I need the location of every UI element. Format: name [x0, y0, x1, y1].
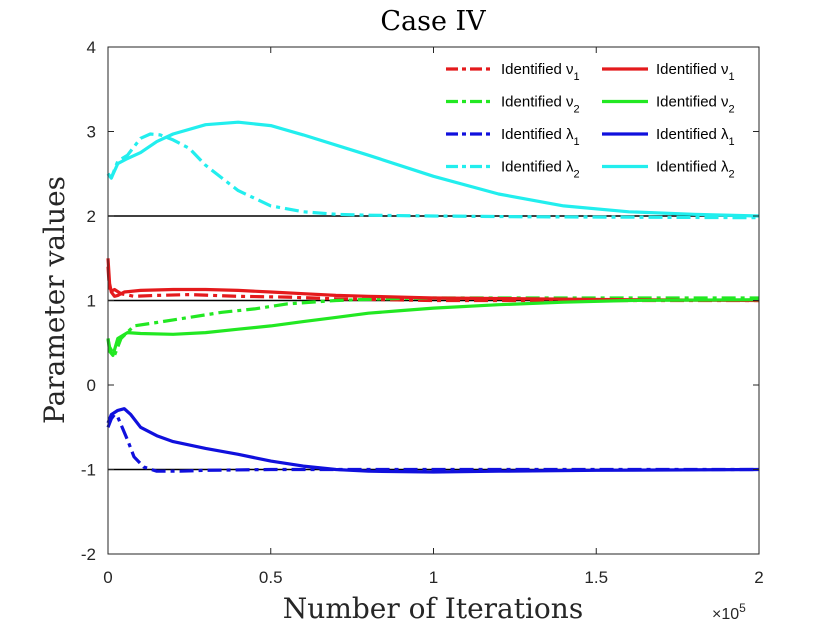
series-line	[106, 298, 760, 357]
series-line	[106, 266, 759, 303]
legend-label: Identified ν1	[501, 61, 580, 83]
y-tick-label: 1	[87, 292, 96, 311]
legend-label: Identified λ2	[501, 159, 580, 181]
y-tick-label: 3	[87, 123, 96, 142]
legend-label: Identified λ2	[656, 159, 735, 181]
x-axis-multiplier: ×105	[712, 601, 746, 623]
x-tick-label: 1	[429, 568, 438, 587]
legend-label: Identified λ1	[501, 126, 580, 148]
series-line	[106, 120, 760, 218]
y-tick-label: -1	[81, 461, 96, 480]
x-tick-label: 0	[103, 568, 112, 587]
series-line	[106, 132, 760, 220]
x-tick-label: 1.5	[584, 568, 608, 587]
x-tick-label: 2	[754, 568, 763, 587]
y-tick-label: 4	[87, 38, 96, 57]
series-group	[106, 120, 760, 474]
y-tick-label: 0	[87, 376, 96, 395]
legend-label: Identified ν2	[501, 94, 580, 116]
series-line	[106, 258, 760, 303]
legend-label: Identified ν1	[656, 61, 735, 83]
x-axis-label: Number of Iterations	[283, 592, 583, 625]
series-line	[106, 407, 760, 474]
legend-label: Identified ν2	[656, 94, 735, 116]
series-line	[106, 413, 759, 473]
axes: 0 0.5 1 1.5 2 -2 -1 0 1 2 3 4	[81, 38, 764, 587]
y-tick-label: -2	[81, 545, 96, 564]
chart-title: Case IV	[380, 6, 486, 37]
reference-lines	[108, 215, 759, 471]
y-tick-label: 2	[87, 207, 96, 226]
legend-label: Identified λ1	[656, 126, 735, 148]
legend: Identified ν1 Identified ν2 Identified λ1 I…	[446, 61, 735, 181]
x-tick-label: 0.5	[259, 568, 283, 587]
y-axis-label: Parameter values	[38, 176, 71, 424]
